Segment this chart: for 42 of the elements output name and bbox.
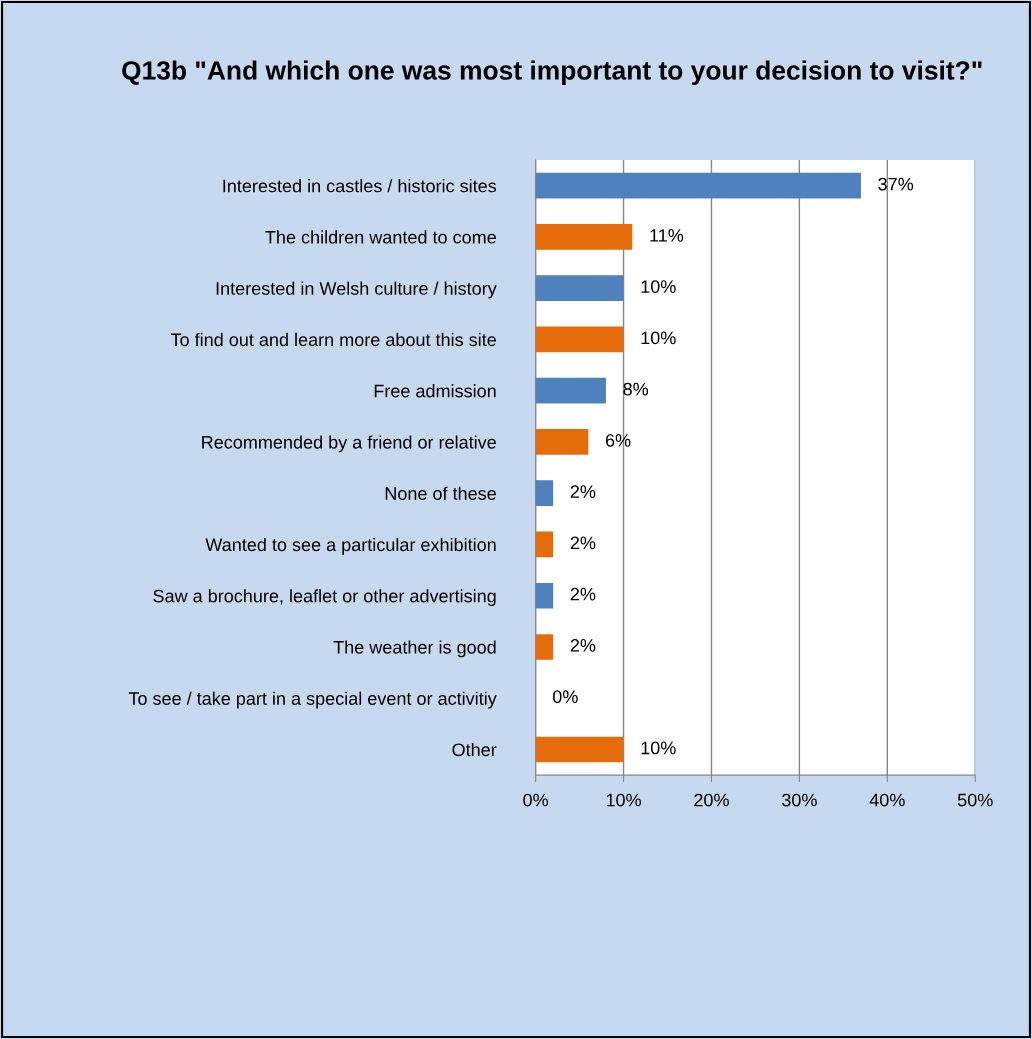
- data-label: 10%: [641, 280, 676, 293]
- chart-title: Q13b "And which one was most important to your decision to visit?": [122, 60, 982, 86]
- data-label: 2%: [570, 536, 596, 550]
- bar: [535, 224, 633, 250]
- x-tick-label: 0%: [523, 793, 549, 807]
- data-label: 11%: [650, 229, 684, 242]
- bar: [535, 172, 861, 199]
- bar: [535, 275, 624, 301]
- bar: [535, 736, 624, 763]
- y-tick-label: Recommended by a friend or relative: [202, 435, 496, 453]
- bar: [535, 429, 589, 455]
- x-tick-label: 30%: [782, 793, 817, 807]
- data-label: 2%: [570, 639, 596, 652]
- data-label: 2%: [570, 485, 596, 498]
- y-tick-label: Interested in Welsh culture / history: [216, 281, 497, 299]
- data-label: 37%: [878, 177, 914, 191]
- y-tick-label: The weather is good: [333, 640, 496, 658]
- y-tick-label: To find out and learn more about this site: [170, 332, 496, 347]
- y-tick-label: Saw a brochure, leaflet or other advertising: [153, 589, 496, 606]
- x-tick-label: 50%: [957, 793, 993, 807]
- bar: [535, 377, 606, 404]
- y-tick-label: None of these: [385, 486, 496, 500]
- data-label: 8%: [623, 382, 649, 396]
- x-tick-label: 20%: [694, 793, 729, 807]
- data-label: 2%: [570, 587, 596, 601]
- bar: [535, 480, 554, 506]
- bar: [535, 531, 554, 558]
- y-tick-label: Interested in castles / historic sites: [223, 179, 497, 193]
- y-tick-label: Other: [452, 742, 497, 757]
- y-tick-label: To see / take part in a special event or activitiy: [128, 691, 497, 709]
- bar: [535, 326, 624, 353]
- data-label: 10%: [641, 741, 676, 755]
- x-tick-label: 40%: [869, 793, 905, 807]
- data-label: 0%: [552, 690, 578, 704]
- data-label: 6%: [605, 433, 631, 447]
- y-tick-label: Wanted to see a particular exhibition: [205, 537, 496, 555]
- y-tick-label: The children wanted to come: [265, 230, 496, 244]
- x-tick-label: 10%: [606, 793, 641, 807]
- bar: [535, 634, 554, 660]
- data-label: 10%: [641, 331, 676, 345]
- bar: [535, 582, 554, 609]
- y-tick-label: Free admission: [374, 384, 496, 398]
